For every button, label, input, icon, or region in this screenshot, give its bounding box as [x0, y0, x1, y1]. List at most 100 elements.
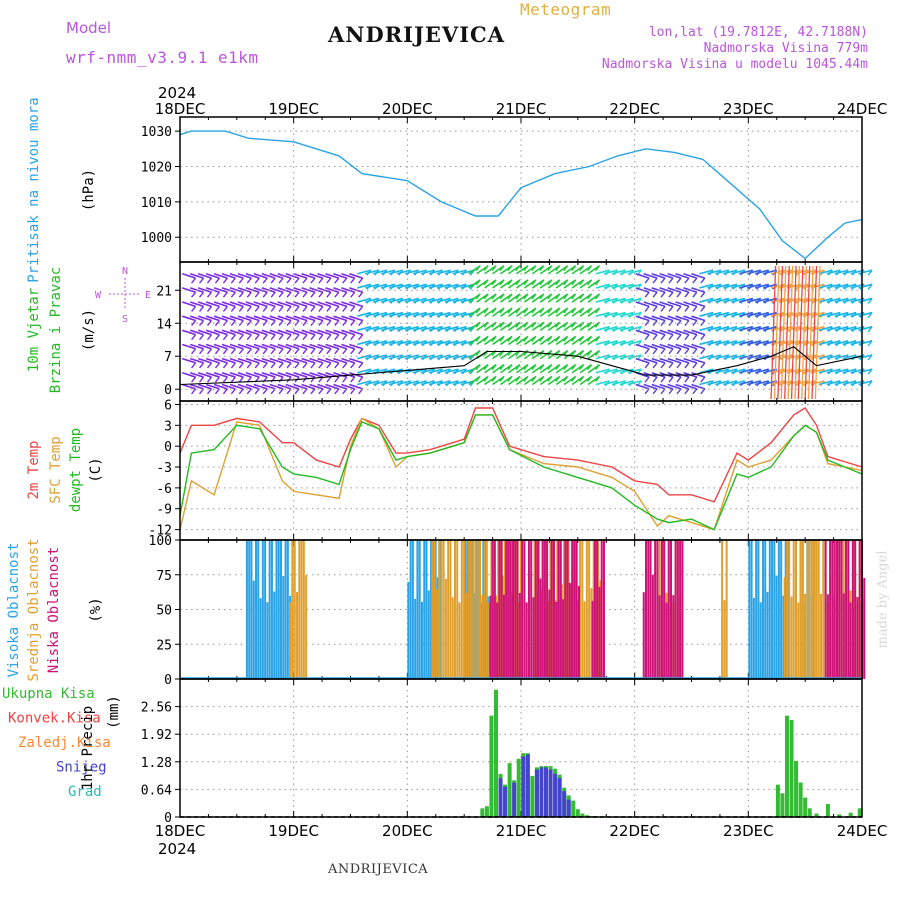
wind-barb-feather — [326, 362, 332, 369]
wind-barb — [325, 287, 340, 294]
wind-barb-feather — [254, 291, 260, 298]
wind-barb — [420, 354, 435, 360]
wind-barb — [619, 368, 634, 374]
cloud-bar — [755, 540, 758, 679]
wind-barb — [436, 297, 451, 303]
time-label-top: 24DEC — [837, 100, 888, 118]
wind-barb-feather — [515, 265, 521, 272]
model-name: wrf-nmm_v3.9.1 e1km — [66, 48, 259, 67]
cloud-bar — [598, 586, 601, 679]
precip-legend-label: Zaledj.Kisa — [18, 735, 111, 751]
wind-barb — [380, 311, 395, 317]
wind-barb — [357, 380, 372, 386]
cloud-bar — [597, 540, 600, 679]
wind-barb-feather — [198, 334, 205, 341]
wind-barb — [818, 368, 833, 374]
precip-bar — [825, 804, 830, 817]
wind-barb-feather — [286, 305, 292, 312]
wind-barb-feather — [302, 320, 308, 326]
wind-barb — [269, 343, 284, 350]
wind-barb-feather — [246, 305, 252, 312]
cloud-bar — [264, 540, 267, 679]
wind-barb-feather — [286, 291, 292, 298]
model-altitude-text: Nadmorska Visina u modelu 1045.44m — [601, 57, 868, 72]
wind-barb — [317, 357, 332, 364]
wind-barb — [293, 343, 308, 350]
cloud-bar — [813, 540, 816, 679]
wind-barb — [221, 343, 236, 350]
wind-barb-feather — [254, 388, 260, 395]
wind-barb-feather — [302, 376, 308, 383]
wind-barb — [683, 343, 698, 350]
wind-barb — [333, 343, 348, 350]
wind-barb-feather — [676, 305, 682, 312]
wind-barb-feather — [270, 305, 276, 312]
wind-barb — [349, 357, 363, 364]
wind-barb — [627, 368, 642, 374]
wind-barb-feather — [318, 291, 324, 298]
wind-barb — [396, 283, 411, 289]
wind-barb-feather — [310, 305, 316, 312]
cloud-bar — [456, 540, 459, 679]
wind-barb-feather — [278, 376, 284, 383]
cloud-bar — [473, 593, 476, 679]
cloud-bar — [416, 540, 419, 679]
wind-barb-feather — [539, 265, 545, 272]
wind-barb — [746, 325, 761, 332]
wind-barb-feather — [475, 307, 481, 314]
wind-barb — [245, 301, 260, 308]
wind-barb — [754, 269, 769, 275]
wind-barb — [277, 343, 292, 350]
wind-barb — [404, 311, 419, 317]
wind-barb — [269, 273, 284, 279]
wind-barb-feather — [587, 376, 593, 382]
wind-barb — [651, 383, 666, 390]
wind-barb — [715, 340, 730, 346]
y-tick-label: 14 — [156, 317, 172, 332]
cloud-bar — [583, 601, 586, 679]
cloud-bar — [557, 540, 560, 679]
wind-barb — [731, 340, 746, 346]
wind-barb — [723, 354, 738, 360]
cloud-bar — [863, 577, 866, 679]
wind-barb-feather — [262, 305, 268, 312]
y-tick-label: 0.64 — [141, 783, 172, 798]
cloud-bar — [721, 540, 724, 679]
wind-barb — [261, 301, 276, 308]
wind-barb-feather — [230, 388, 236, 395]
cloud-bar — [565, 540, 568, 679]
wind-barb-feather — [523, 350, 529, 357]
wind-barb — [277, 273, 292, 279]
wind-barb — [723, 297, 738, 303]
cloud-bar — [501, 575, 504, 679]
wind-barb — [858, 297, 873, 303]
cloud-bar — [785, 540, 788, 679]
wind-barb-feather — [206, 388, 213, 395]
wind-barb-feather — [246, 348, 252, 355]
wind-barb — [675, 287, 690, 294]
cloud-bar — [764, 540, 767, 679]
wind-barb — [341, 287, 355, 294]
wind-barb — [229, 383, 244, 390]
wind-barb — [826, 297, 841, 303]
wind-barb-feather — [571, 335, 577, 342]
wind-barb — [412, 354, 427, 360]
cloud-bar — [761, 540, 764, 679]
wind-barb-feather — [310, 348, 316, 355]
wind-barb — [269, 383, 284, 390]
cloud-bar — [494, 595, 497, 679]
wind-barb-feather — [571, 364, 577, 371]
wind-barb — [595, 297, 610, 303]
wind-barb — [396, 380, 411, 386]
panel-1-grid: 0 7 14 21 — [156, 262, 863, 401]
wind-barb — [762, 325, 777, 332]
wind-barb — [635, 383, 650, 390]
wind-barb-feather — [491, 335, 497, 342]
wind-barb-feather — [499, 307, 505, 314]
precip-bar — [575, 809, 580, 817]
precip-bar — [534, 769, 539, 817]
wind-barb — [675, 383, 690, 390]
cloud-bar — [250, 540, 253, 679]
wind-barb-feather — [579, 335, 585, 342]
wind-barb — [683, 357, 698, 364]
